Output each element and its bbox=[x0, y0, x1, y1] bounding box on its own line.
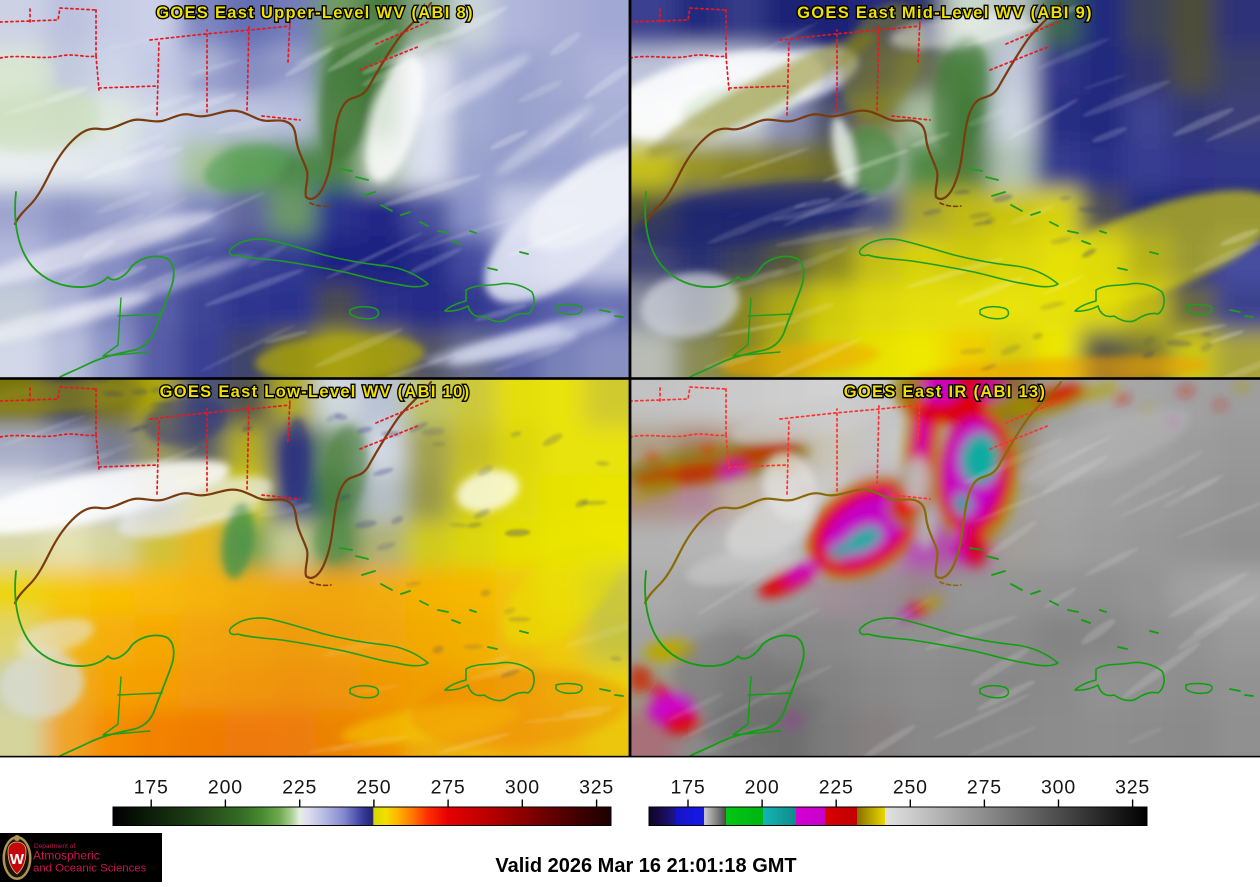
svg-text:and Oceanic Sciences: and Oceanic Sciences bbox=[33, 863, 147, 875]
svg-text:225: 225 bbox=[282, 777, 317, 799]
svg-text:Department of: Department of bbox=[34, 843, 75, 850]
svg-text:300: 300 bbox=[505, 777, 540, 799]
svg-text:300: 300 bbox=[1041, 777, 1076, 799]
svg-text:325: 325 bbox=[1115, 777, 1150, 799]
svg-text:275: 275 bbox=[967, 777, 1002, 799]
svg-text:GOES East Mid-Level WV (ABI 9): GOES East Mid-Level WV (ABI 9) bbox=[797, 4, 1093, 22]
svg-text:275: 275 bbox=[431, 777, 466, 799]
svg-text:250: 250 bbox=[356, 777, 391, 799]
svg-text:250: 250 bbox=[893, 777, 928, 799]
svg-text:Valid 2026 Mar 16 21:01:18 GMT: Valid 2026 Mar 16 21:01:18 GMT bbox=[495, 855, 796, 877]
svg-text:W: W bbox=[10, 851, 25, 868]
svg-text:Atmospheric: Atmospheric bbox=[33, 849, 100, 863]
svg-text:200: 200 bbox=[745, 777, 780, 799]
svg-text:175: 175 bbox=[671, 777, 706, 799]
svg-text:GOES East Upper-Level WV (ABI: GOES East Upper-Level WV (ABI 8) bbox=[156, 4, 474, 22]
svg-text:325: 325 bbox=[579, 777, 614, 799]
svg-text:GOES East Low-Level WV (ABI 10: GOES East Low-Level WV (ABI 10) bbox=[160, 383, 471, 401]
svg-text:GOES East IR (ABI 13): GOES East IR (ABI 13) bbox=[844, 383, 1046, 401]
svg-text:225: 225 bbox=[819, 777, 854, 799]
svg-text:200: 200 bbox=[208, 777, 243, 799]
svg-text:175: 175 bbox=[134, 777, 169, 799]
